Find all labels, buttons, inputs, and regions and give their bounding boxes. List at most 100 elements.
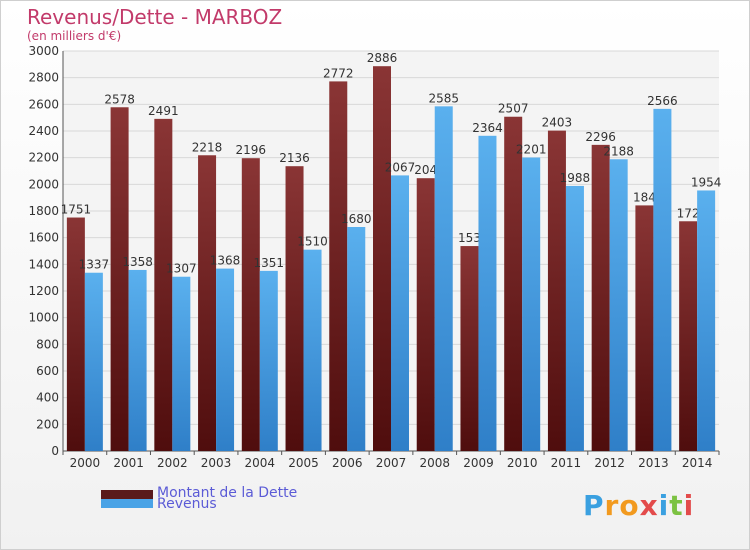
data-label-dette: 2578 bbox=[104, 92, 135, 106]
bar-revenus bbox=[609, 159, 628, 451]
y-tick-label: 2200 bbox=[28, 151, 59, 165]
data-label-revenus: 1351 bbox=[254, 256, 285, 270]
x-tick-label: 2013 bbox=[638, 456, 669, 470]
bar-revenus bbox=[84, 272, 103, 451]
bar-dette bbox=[547, 130, 566, 451]
x-tick-label: 2012 bbox=[594, 456, 625, 470]
logo-letter: r bbox=[604, 489, 620, 522]
x-tick-label: 2005 bbox=[288, 456, 319, 470]
legend-swatch-revenus bbox=[101, 499, 153, 508]
logo-letter: P bbox=[583, 489, 605, 522]
bar-revenus bbox=[391, 175, 409, 451]
data-label-revenus: 1954 bbox=[691, 175, 722, 189]
x-tick-label: 2007 bbox=[376, 456, 407, 470]
chart-title: Revenus/Dette - MARBOZ bbox=[27, 5, 283, 29]
logo-letter: o bbox=[619, 489, 640, 522]
data-label-revenus: 1337 bbox=[79, 258, 110, 272]
logo-letter: i bbox=[658, 489, 670, 522]
data-label-revenus: 1368 bbox=[210, 254, 241, 268]
bar-revenus bbox=[128, 269, 147, 451]
data-label-dette: 2886 bbox=[367, 51, 398, 65]
bar-revenus bbox=[259, 270, 278, 451]
proxiti-logo: Proxiti bbox=[583, 489, 694, 522]
y-tick-label: 0 bbox=[51, 444, 59, 458]
x-tick-label: 2006 bbox=[332, 456, 363, 470]
x-tick-label: 2014 bbox=[682, 456, 713, 470]
data-label-revenus: 2201 bbox=[516, 143, 547, 157]
bar-revenus bbox=[653, 108, 672, 451]
x-tick-label: 2004 bbox=[245, 456, 276, 470]
data-label-dette: 2196 bbox=[236, 143, 267, 157]
bar-dette bbox=[241, 158, 260, 451]
bar-dette bbox=[285, 166, 304, 451]
bar-dette bbox=[110, 107, 129, 452]
data-label-dette: 2296 bbox=[585, 130, 616, 144]
logo-letter: i bbox=[683, 489, 695, 522]
bar-dette bbox=[460, 246, 479, 451]
x-tick-label: 2001 bbox=[113, 456, 144, 470]
data-label-revenus: 2188 bbox=[603, 144, 634, 158]
data-label-dette: 1751 bbox=[61, 203, 92, 217]
data-label-dette: 2507 bbox=[498, 102, 529, 116]
bar-revenus bbox=[216, 268, 235, 451]
bar-dette bbox=[591, 144, 610, 451]
bar-revenus bbox=[434, 106, 453, 451]
bar-dette bbox=[66, 217, 85, 451]
logo-letter: x bbox=[639, 489, 659, 522]
data-label-revenus: 1358 bbox=[122, 255, 153, 269]
data-label-dette: 184 bbox=[633, 190, 656, 204]
bar-dette bbox=[504, 116, 523, 451]
bar-dette bbox=[635, 205, 654, 451]
data-label-revenus: 2067 bbox=[385, 160, 416, 174]
x-tick-label: 2003 bbox=[201, 456, 232, 470]
y-tick-label: 1200 bbox=[28, 284, 59, 298]
y-tick-label: 1800 bbox=[28, 204, 59, 218]
data-label-dette: 2403 bbox=[542, 116, 573, 130]
y-tick-label: 2400 bbox=[28, 124, 59, 138]
y-tick-label: 1000 bbox=[28, 311, 59, 325]
legend-label-dette: Montant de la Dette bbox=[157, 485, 298, 501]
x-tick-label: 2008 bbox=[419, 456, 450, 470]
bar-dette bbox=[154, 118, 173, 451]
data-label-dette: 2491 bbox=[148, 104, 179, 118]
data-label-revenus: 1680 bbox=[341, 212, 372, 226]
data-label-dette: 204 bbox=[414, 163, 437, 177]
data-label-dette: 172 bbox=[677, 206, 700, 220]
legend-label-revenus: Revenus bbox=[157, 496, 217, 512]
bar-revenus bbox=[478, 135, 497, 452]
data-label-revenus: 2585 bbox=[428, 91, 459, 105]
y-tick-label: 200 bbox=[36, 417, 59, 431]
y-tick-label: 2800 bbox=[28, 71, 59, 85]
bar-revenus bbox=[303, 249, 322, 451]
y-tick-label: 1600 bbox=[28, 231, 59, 245]
y-tick-label: 800 bbox=[36, 337, 59, 351]
bar-dette bbox=[373, 66, 391, 451]
data-label-revenus: 1510 bbox=[297, 235, 328, 249]
bar-revenus bbox=[347, 227, 366, 451]
data-label-dette: 2136 bbox=[279, 151, 310, 165]
bar-dette bbox=[198, 155, 217, 451]
data-label-revenus: 2566 bbox=[647, 94, 678, 108]
x-tick-label: 2009 bbox=[463, 456, 494, 470]
x-tick-label: 2000 bbox=[70, 456, 101, 470]
y-tick-label: 600 bbox=[36, 364, 59, 378]
x-tick-label: 2002 bbox=[157, 456, 188, 470]
bar-revenus bbox=[697, 190, 716, 451]
y-tick-label: 2600 bbox=[28, 97, 59, 111]
x-tick-label: 2010 bbox=[507, 456, 538, 470]
x-tick-label: 2011 bbox=[551, 456, 582, 470]
y-tick-label: 400 bbox=[36, 391, 59, 405]
bar-revenus bbox=[172, 276, 191, 451]
bar-dette bbox=[416, 178, 435, 451]
legend-swatch-dette bbox=[101, 490, 153, 499]
bar-dette bbox=[329, 81, 348, 452]
bar-dette bbox=[679, 221, 698, 451]
logo-letter: t bbox=[669, 489, 684, 522]
y-tick-label: 1400 bbox=[28, 257, 59, 271]
y-tick-label: 2000 bbox=[28, 177, 59, 191]
chart-subtitle: (en milliers d'€) bbox=[27, 29, 122, 43]
data-label-dette: 2772 bbox=[323, 66, 354, 80]
data-label-dette: 153 bbox=[458, 231, 481, 245]
